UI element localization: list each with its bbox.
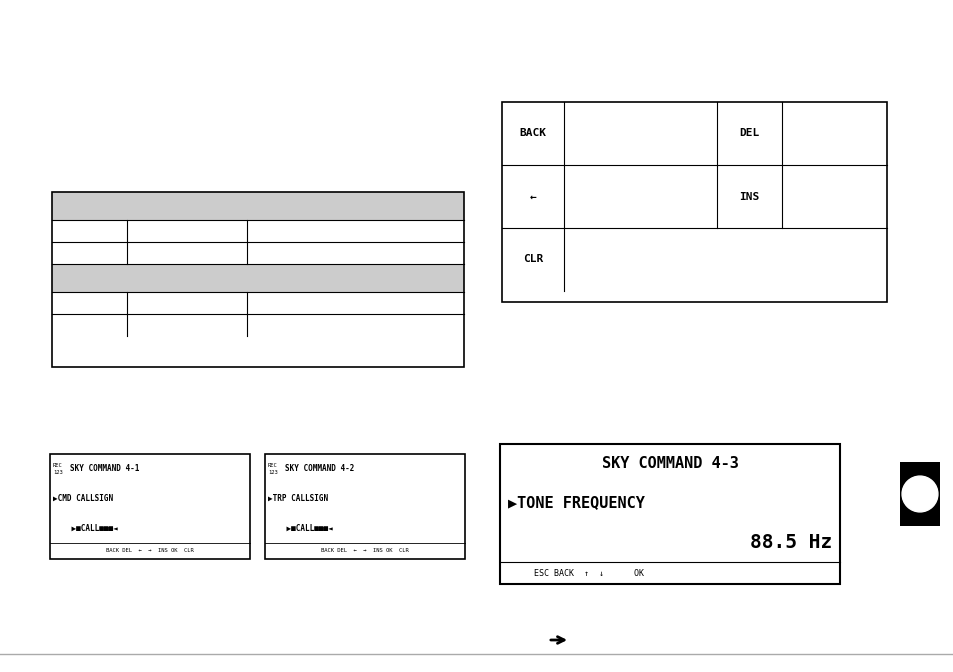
Text: ▶TRP CALLSIGN: ▶TRP CALLSIGN <box>268 494 328 503</box>
Text: CLR: CLR <box>522 255 542 265</box>
Text: REC: REC <box>53 463 63 468</box>
Text: BACK: BACK <box>519 128 546 138</box>
Text: REC: REC <box>268 463 277 468</box>
Text: SKY COMMAND 4-1: SKY COMMAND 4-1 <box>70 464 139 473</box>
Circle shape <box>902 476 937 512</box>
Bar <box>52 192 463 220</box>
Text: ▶TONE FREQUENCY: ▶TONE FREQUENCY <box>507 495 644 511</box>
Text: ←: ← <box>529 192 536 202</box>
Bar <box>50 454 250 559</box>
Bar <box>52 264 463 292</box>
Text: SKY COMMAND 4-2: SKY COMMAND 4-2 <box>285 464 354 473</box>
Bar <box>899 462 939 526</box>
Text: BACK DEL  ←  →  INS OK  CLR: BACK DEL ← → INS OK CLR <box>106 548 193 554</box>
Bar <box>501 102 886 302</box>
Bar <box>265 454 464 559</box>
Text: ▶■CALL■■■◄: ▶■CALL■■■◄ <box>268 523 333 533</box>
Text: SKY COMMAND 4-3: SKY COMMAND 4-3 <box>601 456 738 471</box>
Text: ESC BACK  ↑  ↓      OK: ESC BACK ↑ ↓ OK <box>534 569 643 577</box>
Bar <box>499 444 840 584</box>
Text: ▶CMD CALLSIGN: ▶CMD CALLSIGN <box>53 494 113 503</box>
Bar <box>52 192 463 367</box>
Text: BACK DEL  ←  →  INS OK  CLR: BACK DEL ← → INS OK CLR <box>321 548 409 554</box>
Text: 88.5 Hz: 88.5 Hz <box>749 533 831 552</box>
Text: 123: 123 <box>268 470 277 475</box>
Text: ▶■CALL■■■◄: ▶■CALL■■■◄ <box>53 523 117 533</box>
Text: INS: INS <box>739 192 759 202</box>
Text: 123: 123 <box>53 470 63 475</box>
Text: DEL: DEL <box>739 128 759 138</box>
